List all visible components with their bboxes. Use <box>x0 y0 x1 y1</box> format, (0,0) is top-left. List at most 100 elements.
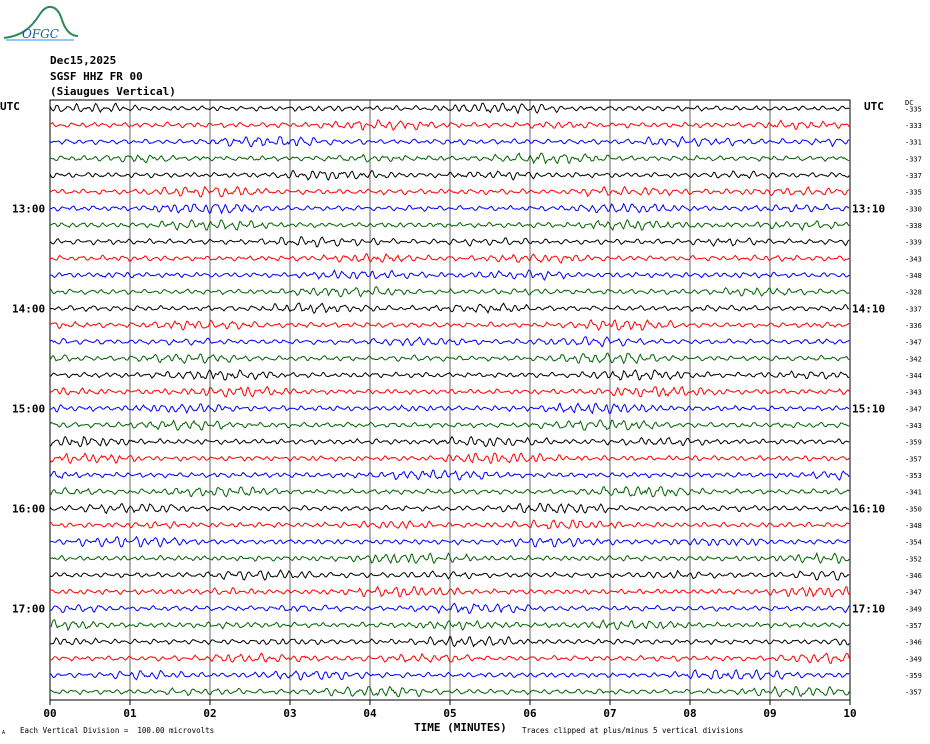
dc-offset-label: -359 <box>905 439 922 447</box>
footer-scale-note: Each Vertical Division = 100.00 microvol… <box>20 726 215 735</box>
x-tick-label: 02 <box>203 707 216 720</box>
hour-label-right: 17:10 <box>852 602 885 615</box>
dc-offset-label: -343 <box>905 422 922 430</box>
dc-offset-label: -331 <box>905 139 922 147</box>
trace-line <box>49 402 850 415</box>
ofgc-logo: OFGC <box>3 5 79 41</box>
dc-offset-label: -350 <box>905 505 922 513</box>
dc-offset-label: -335 <box>905 189 922 197</box>
x-tick-label: 03 <box>283 707 296 720</box>
dc-offset-label: -349 <box>905 605 922 613</box>
trace-line <box>49 385 850 398</box>
trace-line <box>49 185 850 198</box>
dc-offset-label: -354 <box>905 539 922 547</box>
dc-offset-label: -346 <box>905 572 922 580</box>
dc-offset-label: -333 <box>905 122 922 130</box>
dc-offset-label: -357 <box>905 455 922 463</box>
dc-offset-label: -337 <box>905 172 922 180</box>
trace-line <box>49 135 850 148</box>
trace-line <box>49 219 850 232</box>
dc-offset-label: -347 <box>905 589 922 597</box>
hour-label-right: 15:10 <box>852 402 885 415</box>
dc-offset-label: -347 <box>905 405 922 413</box>
hour-label-right: 16:10 <box>852 502 885 515</box>
trace-line <box>49 618 850 632</box>
trace-line <box>49 435 850 448</box>
dc-header: DC <box>905 99 914 107</box>
dc-offset-label: -343 <box>905 389 922 397</box>
dc-offset-label: -337 <box>905 305 922 313</box>
trace-line <box>49 551 850 565</box>
dc-offset-label: -359 <box>905 672 922 680</box>
hour-label-left: 13:00 <box>12 202 45 215</box>
x-tick-label: 06 <box>523 707 537 720</box>
trace-line <box>49 252 850 264</box>
dc-offset-label: -343 <box>905 255 922 263</box>
corner-mark: A <box>2 730 6 736</box>
trace-line <box>49 119 850 131</box>
trace-line <box>49 485 850 498</box>
trace-line <box>49 319 850 331</box>
trace-line <box>49 336 850 348</box>
dc-offset-label: -338 <box>905 222 922 230</box>
dc-offset-label: -348 <box>905 522 922 530</box>
trace-line <box>49 352 850 365</box>
dc-offset-label: -347 <box>905 339 922 347</box>
x-tick-label: 08 <box>683 707 696 720</box>
utc-left-label: UTC <box>0 100 20 113</box>
x-tick-label: 01 <box>123 707 137 720</box>
header-date: Dec15,2025 <box>50 54 117 67</box>
header-location: (Siaugues Vertical) <box>50 85 176 98</box>
trace-line <box>49 419 850 431</box>
x-tick-label: 04 <box>363 707 377 720</box>
dc-offset-label: -337 <box>905 155 922 163</box>
trace-line <box>49 519 850 530</box>
trace-line <box>49 685 850 698</box>
x-tick-label: 10 <box>843 707 856 720</box>
trace-line <box>49 569 850 581</box>
dc-offset-label: -339 <box>905 239 922 247</box>
trace-line <box>49 236 850 248</box>
trace-line <box>49 585 850 598</box>
logo-curve <box>3 5 79 39</box>
trace-line <box>49 469 850 481</box>
trace-line <box>49 502 850 515</box>
header-station: SGSF HHZ FR 00 <box>50 70 143 83</box>
x-tick-label: 09 <box>763 707 776 720</box>
dc-offset-label: -349 <box>905 655 922 663</box>
trace-line <box>49 152 850 165</box>
hour-label-left: 14:00 <box>12 302 45 315</box>
hour-label-left: 17:00 <box>12 602 45 615</box>
x-axis-title: TIME (MINUTES) <box>414 721 507 734</box>
x-tick-label: 05 <box>443 707 456 720</box>
dc-offset-label: -336 <box>905 322 922 330</box>
dc-offset-label: -348 <box>905 272 922 280</box>
dc-offset-label: -342 <box>905 355 922 363</box>
dc-offset-label: -341 <box>905 489 922 497</box>
logo-text: OFGC <box>22 27 59 41</box>
trace-line <box>49 302 850 314</box>
trace-line <box>49 369 850 381</box>
hour-label-left: 15:00 <box>12 402 45 415</box>
hour-label-left: 16:00 <box>12 502 45 515</box>
dc-offset-label: -357 <box>905 689 922 697</box>
dc-offset-label: -353 <box>905 472 922 480</box>
dc-offset-label: -352 <box>905 555 922 563</box>
dc-offset-label: -328 <box>905 289 922 297</box>
hour-label-right: 13:10 <box>852 202 885 215</box>
trace-line <box>49 652 850 664</box>
dc-offset-label: -346 <box>905 639 922 647</box>
trace-line <box>49 286 850 298</box>
dc-offset-label: -344 <box>905 372 922 380</box>
trace-line <box>49 202 850 215</box>
utc-right-label: UTC <box>864 100 884 113</box>
trace-line <box>49 102 850 115</box>
trace-line <box>49 169 850 181</box>
trace-line <box>49 452 850 465</box>
trace-line <box>49 669 850 681</box>
hour-label-right: 14:10 <box>852 302 885 315</box>
trace-line <box>49 269 850 281</box>
footer-clip-note: Traces clipped at plus/minus 5 vertical … <box>522 726 744 735</box>
trace-line <box>49 602 850 615</box>
